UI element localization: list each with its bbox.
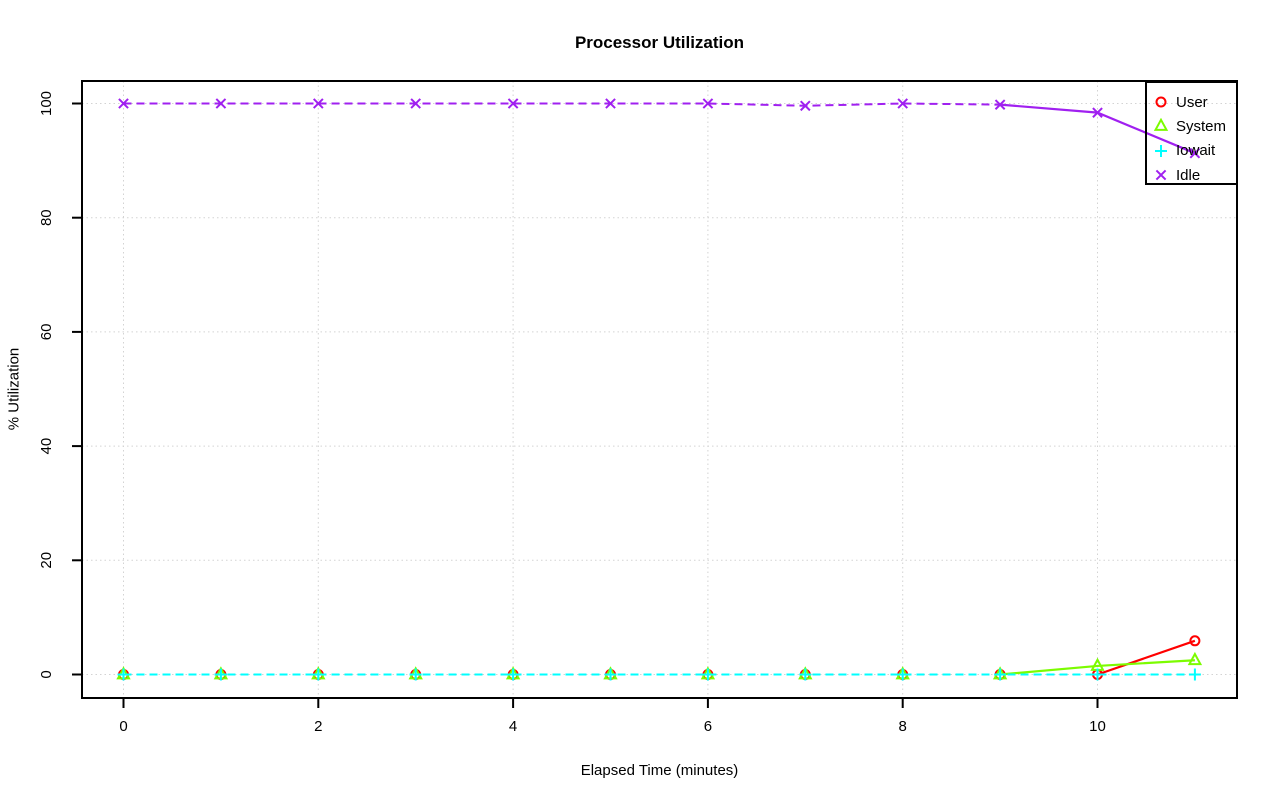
legend-label-iowait: Iowait	[1176, 142, 1216, 160]
chart-title: Processor Utilization	[574, 33, 745, 52]
series-marker-iowait	[507, 668, 520, 681]
legend-item-idle: Idle	[1147, 163, 1236, 187]
series-marker-iowait	[409, 668, 422, 681]
series-marker-idle	[118, 98, 129, 109]
system-marker-glyph	[1153, 118, 1169, 132]
series-marker-iowait	[994, 668, 1007, 681]
legend-label-user: User	[1176, 93, 1208, 111]
user-circle-marker-icon	[1155, 96, 1167, 108]
legend-label-system: System	[1176, 117, 1227, 135]
series-marker-system	[1090, 657, 1105, 671]
legend-item-iowait: Iowait	[1147, 139, 1236, 163]
series-marker-iowait	[312, 668, 325, 681]
series-marker-idle	[994, 99, 1006, 110]
system-triangle-marker-icon	[1153, 118, 1169, 132]
legend-item-system: System	[1147, 114, 1236, 138]
x-tick-label: 0	[119, 718, 127, 735]
x-tick-label: 2	[314, 718, 322, 735]
series-marker-system	[1187, 651, 1203, 666]
series-marker-iowait	[896, 668, 909, 681]
series-marker-idle	[215, 98, 227, 109]
series-marker-iowait	[701, 668, 714, 681]
legend: User System Iowait Idle	[1145, 81, 1238, 185]
y-tick-label: 0	[38, 670, 55, 678]
series-line-idle-dashed	[123, 102, 1001, 107]
user-marker-glyph	[1155, 96, 1167, 108]
legend-label-idle: Idle	[1176, 166, 1201, 184]
y-tick-label: 100	[38, 91, 55, 116]
plot-border	[81, 80, 1238, 699]
series-marker-idle	[1189, 147, 1201, 159]
series-marker-iowait	[604, 668, 617, 681]
x-tick-label: 10	[1089, 718, 1106, 735]
series-marker-idle	[312, 98, 324, 109]
y-tick-label: 60	[38, 324, 55, 341]
y-tick-label: 40	[38, 438, 55, 455]
series-marker-idle	[410, 98, 422, 109]
idle-marker-glyph	[1155, 169, 1167, 181]
series-marker-idle	[507, 98, 519, 109]
y-tick-label: 20	[38, 552, 55, 569]
series-marker-idle	[702, 98, 714, 109]
legend-item-user: User	[1147, 90, 1236, 114]
x-tick-label: 8	[899, 718, 907, 735]
series-line-system	[1000, 659, 1195, 676]
series-marker-idle	[605, 98, 616, 109]
iowait-plus-marker-icon	[1155, 144, 1167, 157]
x-axis-title: Elapsed Time (minutes)	[580, 762, 739, 779]
idle-x-marker-icon	[1155, 169, 1167, 181]
series-marker-iowait	[117, 668, 130, 681]
series-marker-iowait	[1091, 668, 1104, 681]
y-tick-label: 80	[38, 209, 55, 226]
series-marker-user	[1189, 635, 1201, 647]
series-marker-idle	[1092, 107, 1103, 118]
series-marker-idle	[897, 98, 909, 109]
y-axis-title: % Utilization	[5, 347, 23, 431]
x-tick-label: 4	[509, 718, 517, 735]
series-marker-iowait	[214, 668, 227, 681]
x-tick-label: 6	[704, 718, 712, 735]
series-marker-idle	[799, 100, 811, 112]
series-line-user	[1097, 639, 1196, 676]
series-marker-iowait	[1188, 668, 1201, 681]
iowait-marker-glyph	[1155, 144, 1167, 157]
series-marker-iowait	[799, 668, 812, 681]
